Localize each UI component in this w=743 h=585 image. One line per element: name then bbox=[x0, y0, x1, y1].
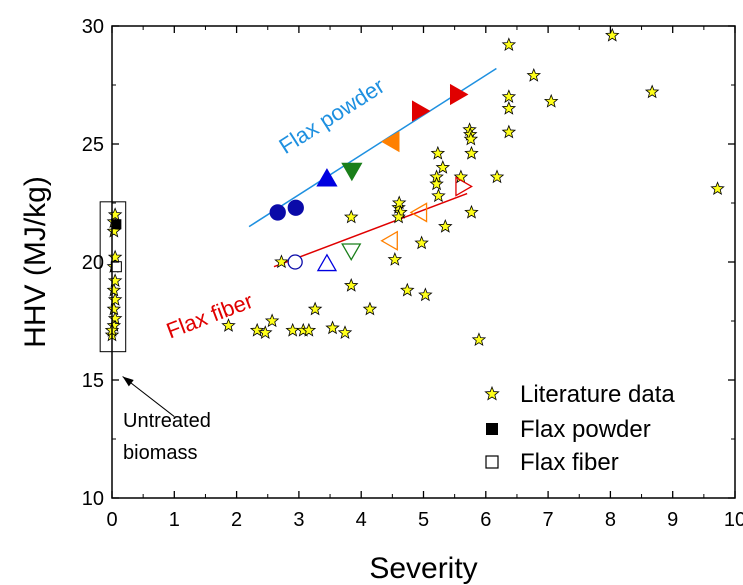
x-tick-label: 4 bbox=[356, 509, 367, 531]
literature-star bbox=[605, 27, 620, 42]
literature-star bbox=[501, 100, 517, 115]
flax-fiber-point bbox=[409, 202, 428, 223]
literature-star bbox=[344, 209, 359, 224]
literature-star bbox=[391, 209, 406, 224]
literature-star bbox=[526, 67, 541, 82]
y-tick-label: 25 bbox=[82, 134, 104, 156]
flax-powder-point bbox=[411, 100, 431, 122]
literature-star bbox=[501, 37, 517, 52]
literature-star bbox=[106, 301, 122, 316]
literature-star bbox=[301, 322, 317, 337]
literature-star bbox=[463, 131, 479, 146]
literature-star bbox=[107, 207, 123, 221]
literature-star bbox=[107, 292, 123, 306]
x-tick-label: 8 bbox=[605, 509, 616, 531]
flax-powder-point bbox=[287, 199, 304, 216]
flax-fiber-point bbox=[316, 253, 338, 272]
literature-star bbox=[430, 145, 446, 160]
legend-filled-square bbox=[486, 423, 498, 435]
literature-star bbox=[344, 277, 359, 292]
flax-powder-point bbox=[449, 83, 469, 106]
y-tick-label: 15 bbox=[82, 370, 104, 392]
flax-fiber-untreated-point bbox=[110, 261, 122, 273]
literature-star bbox=[438, 218, 453, 233]
x-tick-label: 9 bbox=[667, 509, 678, 531]
annotation-line-2: biomass bbox=[123, 442, 197, 464]
legend-label-literature: Literature data bbox=[520, 381, 675, 408]
annotation-arrowhead bbox=[122, 376, 134, 387]
literature-star bbox=[337, 325, 353, 339]
plot-marks: Flax powder Flax fiber bbox=[104, 27, 725, 347]
legend-label-flax-fiber: Flax fiber bbox=[520, 449, 619, 476]
literature-star bbox=[471, 332, 487, 347]
literature-star bbox=[106, 282, 122, 297]
literature-star bbox=[501, 124, 517, 139]
flax-powder-untreated-point bbox=[111, 219, 122, 230]
literature-star bbox=[464, 145, 479, 160]
literature-star bbox=[325, 320, 340, 335]
flax-powder-line-label: Flax powder bbox=[274, 73, 388, 159]
literature-star bbox=[489, 169, 505, 184]
y-tick-label: 10 bbox=[82, 488, 104, 510]
x-tick-label: 5 bbox=[418, 509, 429, 531]
literature-star bbox=[543, 93, 559, 108]
literature-star bbox=[307, 301, 323, 316]
literature-star bbox=[249, 322, 265, 337]
y-axis-title: HHV (MJ/kg) bbox=[19, 176, 52, 348]
untreated-annotation: Untreated biomass bbox=[99, 201, 211, 464]
legend-label-flax-powder: Flax powder bbox=[520, 416, 651, 443]
literature-star bbox=[418, 287, 433, 302]
y-tick-label: 30 bbox=[82, 16, 104, 38]
flax-powder-point bbox=[341, 162, 363, 182]
axis-ticks: 0 1 2 3 4 5 6 7 8 9 10 10 15 20 25 30 bbox=[82, 16, 743, 531]
x-tick-label: 7 bbox=[543, 509, 554, 531]
flax-fiber-line-label: Flax fiber bbox=[163, 288, 256, 343]
legend-open-square bbox=[485, 455, 499, 469]
x-tick-label: 10 bbox=[724, 509, 743, 531]
literature-star bbox=[501, 89, 517, 103]
flax-fiber-fit-line bbox=[273, 192, 468, 268]
literature-star bbox=[362, 301, 378, 316]
literature-star bbox=[710, 181, 725, 195]
literature-star bbox=[644, 84, 660, 99]
annotation-line-1: Untreated bbox=[123, 410, 211, 432]
literature-star bbox=[400, 282, 415, 297]
literature-star bbox=[429, 176, 444, 191]
literature-star bbox=[258, 325, 273, 339]
untreated-box bbox=[99, 201, 127, 353]
flax-fiber-point bbox=[341, 243, 362, 262]
legend-star-shape bbox=[484, 385, 500, 401]
x-tick-label: 2 bbox=[231, 509, 242, 531]
literature-star bbox=[464, 204, 479, 219]
literature-star bbox=[107, 273, 123, 288]
flax-fiber-point bbox=[455, 176, 473, 197]
literature-star bbox=[285, 322, 300, 337]
flax-powder-point bbox=[269, 204, 286, 221]
literature-star bbox=[274, 254, 289, 269]
legend: Literature data Flax powder Flax fiber bbox=[484, 381, 675, 476]
x-tick-label: 1 bbox=[169, 509, 180, 531]
x-tick-label: 3 bbox=[293, 509, 304, 531]
flax-powder-point bbox=[316, 168, 338, 187]
y-tick-label: 20 bbox=[82, 252, 104, 274]
flax-powder-point bbox=[381, 131, 400, 153]
flax-fiber-point bbox=[287, 254, 303, 270]
literature-star bbox=[387, 252, 403, 266]
literature-star bbox=[431, 188, 446, 203]
literature-star bbox=[107, 249, 123, 264]
literature-star bbox=[414, 235, 429, 250]
literature-star bbox=[264, 313, 280, 328]
x-tick-label: 0 bbox=[106, 509, 117, 531]
literature-star bbox=[391, 195, 407, 210]
legend-star-marker bbox=[484, 385, 500, 401]
literature-star bbox=[221, 318, 236, 332]
flax-fiber-point bbox=[380, 230, 398, 251]
literature-star bbox=[435, 159, 451, 174]
x-axis-title: Severity bbox=[369, 552, 477, 585]
x-tick-label: 6 bbox=[480, 509, 491, 531]
